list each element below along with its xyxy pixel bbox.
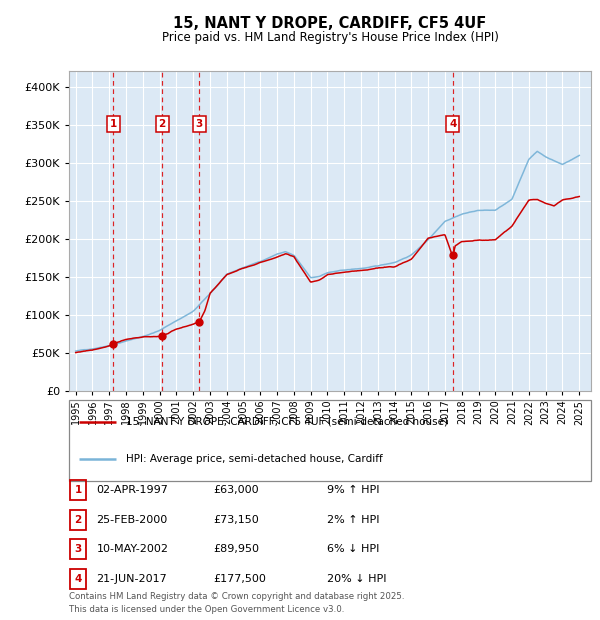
Text: 4: 4: [74, 574, 82, 584]
Text: 02-APR-1997: 02-APR-1997: [97, 485, 169, 495]
Text: £63,000: £63,000: [213, 485, 259, 495]
Text: 1: 1: [110, 119, 117, 129]
Text: 21-JUN-2017: 21-JUN-2017: [97, 574, 167, 584]
Text: 9% ↑ HPI: 9% ↑ HPI: [327, 485, 380, 495]
Text: 2: 2: [158, 119, 166, 129]
Text: 1: 1: [74, 485, 82, 495]
Text: 6% ↓ HPI: 6% ↓ HPI: [327, 544, 379, 554]
Text: 2% ↑ HPI: 2% ↑ HPI: [327, 515, 380, 525]
Text: 15, NANT Y DROPE, CARDIFF, CF5 4UF (semi-detached house): 15, NANT Y DROPE, CARDIFF, CF5 4UF (semi…: [127, 417, 448, 427]
Text: £89,950: £89,950: [213, 544, 259, 554]
Text: 2: 2: [74, 515, 82, 525]
Text: £73,150: £73,150: [213, 515, 259, 525]
Text: 15, NANT Y DROPE, CARDIFF, CF5 4UF: 15, NANT Y DROPE, CARDIFF, CF5 4UF: [173, 16, 487, 30]
Text: 4: 4: [449, 119, 457, 129]
Text: 10-MAY-2002: 10-MAY-2002: [97, 544, 169, 554]
Text: 3: 3: [196, 119, 203, 129]
Text: Contains HM Land Registry data © Crown copyright and database right 2025.
This d: Contains HM Land Registry data © Crown c…: [69, 592, 404, 614]
Text: 20% ↓ HPI: 20% ↓ HPI: [327, 574, 386, 584]
Text: 25-FEB-2000: 25-FEB-2000: [97, 515, 168, 525]
Text: Price paid vs. HM Land Registry's House Price Index (HPI): Price paid vs. HM Land Registry's House …: [161, 31, 499, 44]
Text: 3: 3: [74, 544, 82, 554]
Text: £177,500: £177,500: [213, 574, 266, 584]
Text: HPI: Average price, semi-detached house, Cardiff: HPI: Average price, semi-detached house,…: [127, 454, 383, 464]
